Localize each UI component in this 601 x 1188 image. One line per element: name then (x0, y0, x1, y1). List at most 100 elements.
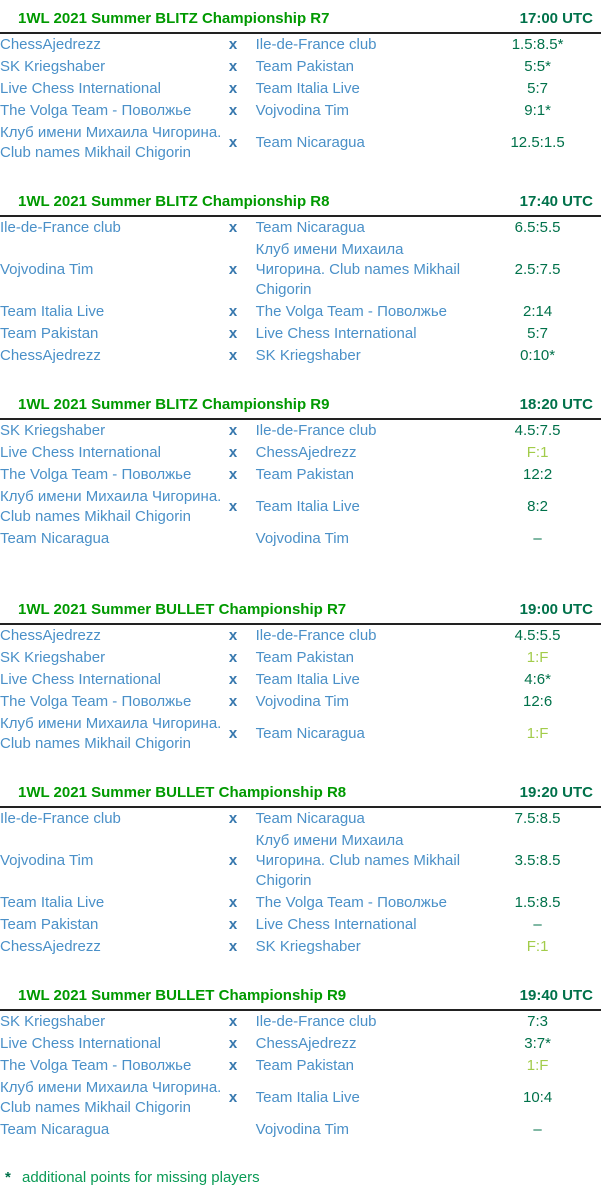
match-result: 1:F (526, 649, 549, 666)
home-team-link[interactable]: Клуб имени Михаила Чигорина. Club names … (0, 488, 222, 525)
home-team-link[interactable]: Team Pakistan (0, 325, 99, 342)
match-result: 1.5:8.5 (514, 894, 561, 911)
away-team-link[interactable]: ChessAjedrezz (255, 1035, 357, 1052)
match-row: ChessAjedrezz x Ile-de-France club 1.5:8… (0, 34, 601, 56)
home-team-link[interactable]: Team Nicaragua (0, 530, 110, 547)
vs-marker (229, 1119, 256, 1141)
home-team-link[interactable]: ChessAjedrezz (0, 36, 101, 53)
away-team-link[interactable]: Team Italia Live (255, 498, 360, 515)
home-team-link[interactable]: Team Nicaragua (0, 1121, 110, 1138)
away-team-link[interactable]: Team Nicaragua (255, 810, 365, 827)
away-team-link[interactable]: Vojvodina Tim (255, 693, 350, 710)
home-team-link[interactable]: SK Kriegshaber (0, 1013, 106, 1030)
match-row: The Volga Team - Поволжье x Vojvodina Ti… (0, 691, 601, 713)
home-team-link[interactable]: SK Kriegshaber (0, 58, 106, 75)
home-team-link[interactable]: Live Chess International (0, 671, 161, 688)
home-team-link[interactable]: Team Italia Live (0, 894, 105, 911)
home-team-link[interactable]: Ile-de-France club (0, 219, 121, 236)
matches-table: SK Kriegshaber x Ile-de-France club 7:3 … (0, 1011, 601, 1141)
match-result: 4.5:7.5 (514, 422, 561, 439)
away-team-link[interactable]: Team Pakistan (255, 1057, 355, 1074)
away-team-link[interactable]: Team Nicaragua (255, 134, 365, 151)
round-time: 19:00 UTC (519, 601, 593, 618)
match-result: 12.5:1.5 (510, 134, 565, 151)
away-team-link[interactable]: Live Chess International (255, 916, 417, 933)
away-team-link[interactable]: Ile-de-France club (255, 422, 377, 439)
match-row: Live Chess International x ChessAjedrezz… (0, 1033, 601, 1055)
home-team-link[interactable]: The Volga Team - Поволжье (0, 693, 192, 710)
away-team-link[interactable]: The Volga Team - Поволжье (255, 303, 447, 320)
vs-marker: x (228, 58, 238, 75)
home-team-link[interactable]: Live Chess International (0, 444, 161, 461)
match-row: ChessAjedrezz x Ile-de-France club 4.5:5… (0, 625, 601, 647)
away-team-link[interactable]: Клуб имени Михаила Чигорина. Club names … (255, 241, 461, 298)
away-team-link[interactable]: Team Italia Live (255, 80, 360, 97)
away-team-link[interactable]: Team Pakistan (255, 649, 355, 666)
away-team-link[interactable]: Team Italia Live (255, 1089, 360, 1106)
match-result: 12:6 (522, 693, 553, 710)
home-team-link[interactable]: Клуб имени Михаила Чигорина. Club names … (0, 715, 222, 752)
away-team-link[interactable]: Team Nicaragua (255, 219, 365, 236)
matches-table: ChessAjedrezz x Ile-de-France club 1.5:8… (0, 34, 601, 164)
away-team-link[interactable]: The Volga Team - Поволжье (255, 894, 447, 911)
round-time: 18:20 UTC (519, 396, 593, 413)
home-team-link[interactable]: SK Kriegshaber (0, 422, 106, 439)
away-team-link[interactable]: Team Pakistan (255, 58, 355, 75)
match-row: Team Italia Live x The Volga Team - Пово… (0, 301, 601, 323)
away-team-link[interactable]: SK Kriegshaber (255, 938, 361, 955)
home-team-link[interactable]: The Volga Team - Поволжье (0, 466, 192, 483)
away-team-link[interactable]: Vojvodina Tim (255, 1121, 350, 1138)
vs-marker: x (228, 649, 238, 666)
round-time: 19:40 UTC (519, 987, 593, 1004)
home-team-link[interactable]: Vojvodina Tim (0, 852, 94, 869)
home-team-link[interactable]: SK Kriegshaber (0, 649, 106, 666)
match-result: 5:7 (527, 80, 549, 97)
home-team-link[interactable]: Team Italia Live (0, 303, 105, 320)
home-team-link[interactable]: The Volga Team - Поволжье (0, 102, 192, 119)
matches-table: SK Kriegshaber x Ile-de-France club 4.5:… (0, 420, 601, 550)
round-header: 1WL 2021 Summer BLITZ Championship R9 18… (0, 394, 601, 420)
match-result: – (533, 530, 542, 547)
away-team-link[interactable]: Team Pakistan (255, 466, 355, 483)
vs-marker: x (228, 916, 238, 933)
away-team-link[interactable]: ChessAjedrezz (255, 444, 357, 461)
home-team-link[interactable]: ChessAjedrezz (0, 347, 101, 364)
home-team-link[interactable]: Live Chess International (0, 1035, 161, 1052)
away-team-link[interactable]: Ile-de-France club (255, 1013, 377, 1030)
home-team-link[interactable]: Live Chess International (0, 80, 161, 97)
home-team-link[interactable]: ChessAjedrezz (0, 627, 101, 644)
home-team-link[interactable]: Клуб имени Михаила Чигорина. Club names … (0, 1079, 222, 1116)
match-row: SK Kriegshaber x Team Pakistan 1:F (0, 647, 601, 669)
away-team-link[interactable]: Team Italia Live (255, 671, 360, 688)
vs-marker: x (228, 1013, 238, 1030)
match-result: 0:10* (520, 347, 556, 364)
round-title: 1WL 2021 Summer BLITZ Championship R7 (18, 10, 330, 27)
home-team-link[interactable]: Клуб имени Михаила Чигорина. Club names … (0, 124, 222, 161)
match-result: 4.5:5.5 (514, 627, 561, 644)
away-team-link[interactable]: Vojvodina Tim (255, 102, 350, 119)
home-team-link[interactable]: ChessAjedrezz (0, 938, 101, 955)
away-team-link[interactable]: Клуб имени Михаила Чигорина. Club names … (255, 832, 461, 889)
vs-marker: x (228, 219, 238, 236)
round-title: 1WL 2021 Summer BLITZ Championship R9 (18, 396, 330, 413)
round-title: 1WL 2021 Summer BULLET Championship R8 (18, 784, 347, 801)
match-row: Live Chess International x ChessAjedrezz… (0, 442, 601, 464)
away-team-link[interactable]: Vojvodina Tim (255, 530, 350, 547)
away-team-link[interactable]: Team Nicaragua (255, 725, 365, 742)
away-team-link[interactable]: Live Chess International (255, 325, 417, 342)
match-result: 5:7 (527, 325, 549, 342)
home-team-link[interactable]: Team Pakistan (0, 916, 99, 933)
home-team-link[interactable]: Vojvodina Tim (0, 261, 94, 278)
rounds-list: 1WL 2021 Summer BLITZ Championship R7 17… (0, 8, 601, 1141)
home-team-link[interactable]: Ile-de-France club (0, 810, 121, 827)
match-row: Live Chess International x Team Italia L… (0, 669, 601, 691)
away-team-link[interactable]: SK Kriegshaber (255, 347, 361, 364)
vs-marker: x (228, 466, 238, 483)
vs-marker: x (228, 80, 238, 97)
matches-table: Ile-de-France club x Team Nicaragua 7.5:… (0, 808, 601, 958)
round-time: 19:20 UTC (519, 784, 593, 801)
match-row: Vojvodina Tim x Клуб имени Михаила Чигор… (0, 830, 601, 892)
away-team-link[interactable]: Ile-de-France club (255, 627, 377, 644)
home-team-link[interactable]: The Volga Team - Поволжье (0, 1057, 192, 1074)
away-team-link[interactable]: Ile-de-France club (255, 36, 377, 53)
